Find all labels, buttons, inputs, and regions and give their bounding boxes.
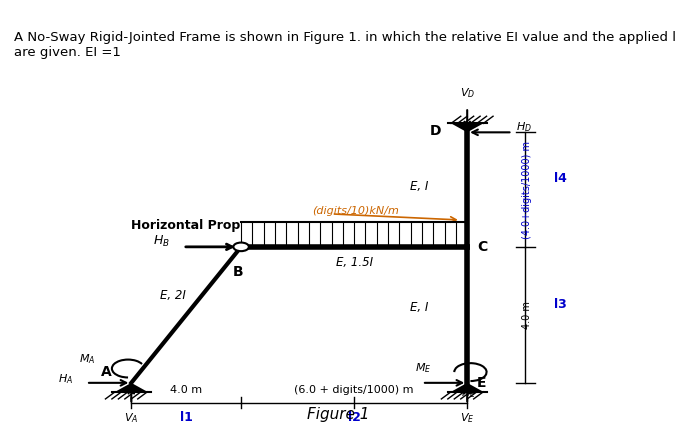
Text: (digits/10)kN/m: (digits/10)kN/m [312,206,399,217]
Text: $V_D$: $V_D$ [460,86,475,100]
Text: 4.0 m: 4.0 m [170,385,202,396]
Polygon shape [115,383,147,392]
Text: $H_A$: $H_A$ [58,372,73,386]
Text: l4: l4 [554,172,567,185]
Text: (4.0+digits/1000) m: (4.0+digits/1000) m [522,141,532,239]
Text: E, 2I: E, 2I [160,289,186,302]
Text: l2: l2 [347,411,360,425]
Text: A: A [101,365,112,379]
Text: l1: l1 [180,411,193,425]
Text: $M_E$: $M_E$ [415,362,432,375]
Text: l3: l3 [554,298,567,310]
Polygon shape [451,383,483,392]
Polygon shape [451,123,483,132]
Text: (6.0 + digits/1000) m: (6.0 + digits/1000) m [295,385,414,396]
Text: D: D [430,123,441,138]
Text: E: E [477,376,487,390]
Text: Figure 1: Figure 1 [307,407,369,422]
Text: $H_D$: $H_D$ [516,120,531,134]
Text: $H_E$: $H_E$ [461,386,476,400]
Text: C: C [477,240,487,254]
Text: B: B [233,265,243,279]
Text: $H_B$: $H_B$ [153,234,170,249]
Text: Horizontal Prop: Horizontal Prop [131,219,241,232]
Text: E, I: E, I [410,301,428,314]
Text: E, 1.5I: E, 1.5I [335,257,372,269]
Circle shape [233,243,249,251]
Text: $V_A$: $V_A$ [124,411,139,425]
Text: E, I: E, I [410,179,428,193]
Text: $M_A$: $M_A$ [79,353,96,366]
Text: A No-Sway Rigid-Jointed Frame is shown in Figure 1. in which the relative EI val: A No-Sway Rigid-Jointed Frame is shown i… [14,31,676,59]
Text: $V_E$: $V_E$ [460,411,475,425]
Text: 4.0 m: 4.0 m [522,301,532,329]
